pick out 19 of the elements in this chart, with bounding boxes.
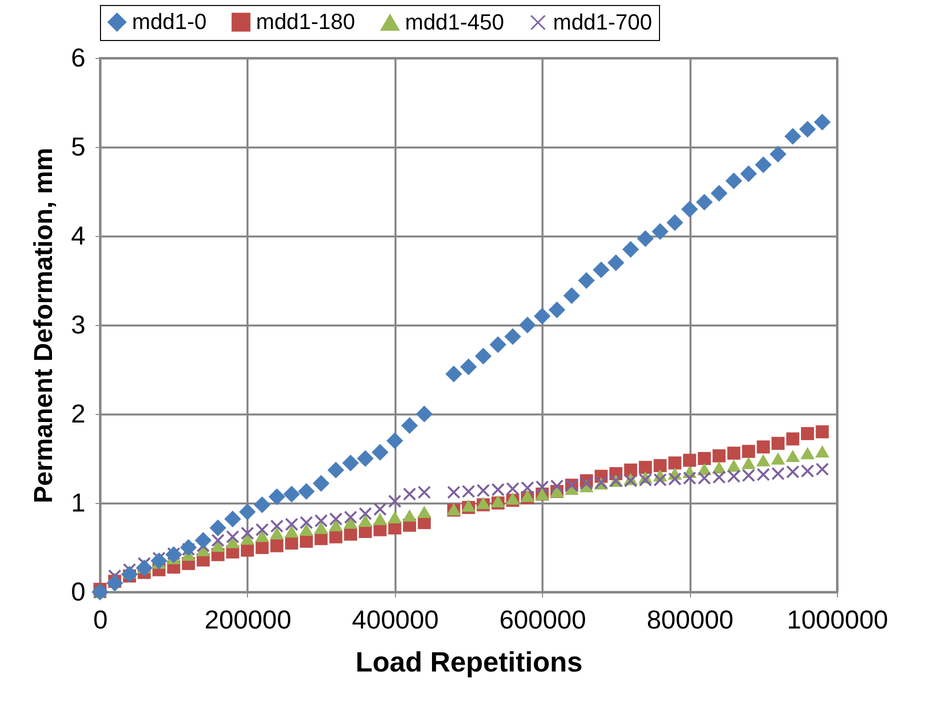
y-tick-label: 2 xyxy=(71,398,86,428)
y-tick-label: 6 xyxy=(71,42,86,72)
x-tick-label: 600000 xyxy=(499,604,586,634)
legend-label: mdd1-700 xyxy=(553,10,652,34)
y-tick-label: 0 xyxy=(71,576,86,606)
x-tick-label: 0 xyxy=(93,604,108,634)
x-tick-label: 800000 xyxy=(646,604,734,634)
y-tick-label: 1 xyxy=(71,488,86,518)
y-tick-label: 3 xyxy=(71,310,86,340)
y-tick-label: 4 xyxy=(71,220,86,250)
x-axis-title: Load Repetitions xyxy=(355,646,583,678)
x-tick-label: 400000 xyxy=(352,604,439,634)
x-tick-label: 1000000 xyxy=(786,604,888,634)
y-tick-label: 5 xyxy=(71,132,86,162)
legend-label: mdd1-450 xyxy=(405,10,504,34)
x-tick-label: 200000 xyxy=(204,604,292,634)
legend-label: mdd1-180 xyxy=(256,9,356,34)
legend-label: mdd1-0 xyxy=(132,9,207,34)
y-axis-title: Permanent Deformation, mm xyxy=(28,148,58,504)
